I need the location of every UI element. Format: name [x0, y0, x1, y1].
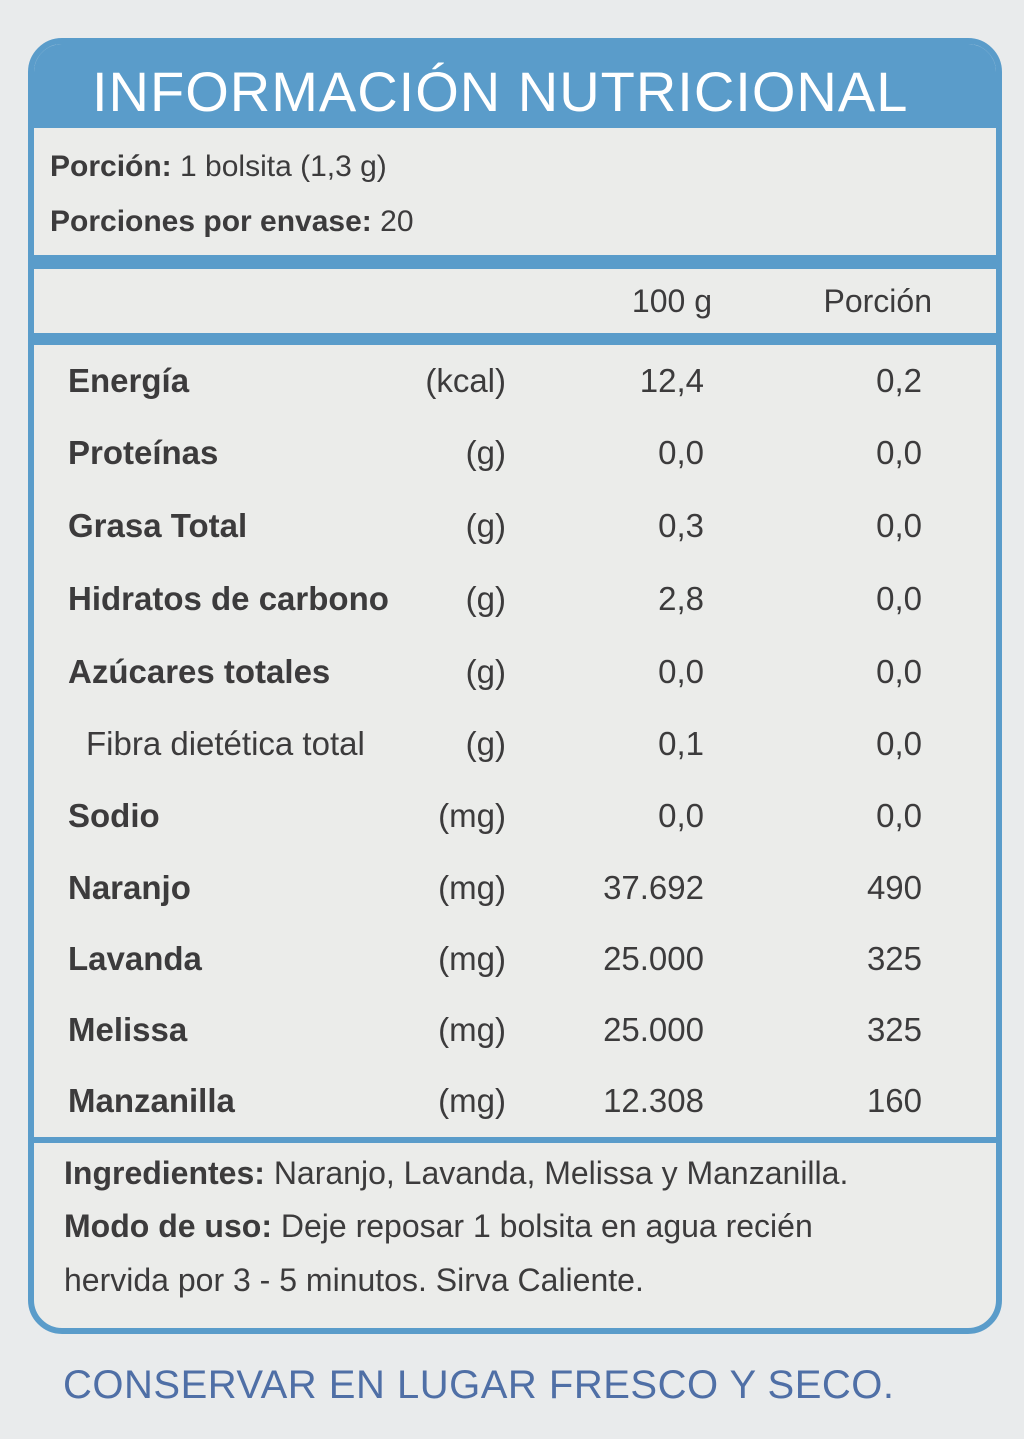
nutrient-name: Melissa	[68, 1011, 188, 1048]
nutrient-per100: 2,8	[658, 580, 704, 617]
nutrient-row-fibra: Fibra dietética total (g) 0,1 0,0	[34, 724, 996, 764]
nutrient-row-grasa-total: Grasa Total (g) 0,3 0,0	[34, 506, 996, 546]
usage-label: Modo de uso:	[64, 1208, 272, 1244]
nutrient-name: Hidratos de carbono	[68, 580, 389, 617]
nutrient-per100: 12,4	[639, 362, 704, 399]
nutrient-row-energia: Energía (kcal) 12,4 0,2	[34, 361, 996, 401]
nutrient-unit: (g)	[465, 725, 506, 762]
nutrient-row-proteinas: Proteínas (g) 0,0 0,0	[34, 433, 996, 473]
nutrient-unit: (mg)	[438, 940, 506, 977]
nutrient-unit: (mg)	[438, 1082, 506, 1119]
nutrient-row-sodio: Sodio (mg) 0,0 0,0	[34, 796, 996, 836]
nutrient-portion: 0,0	[876, 434, 922, 471]
title-bar: INFORMACIÓN NUTRICIONAL	[34, 44, 996, 128]
nutrient-portion: 490	[866, 869, 922, 906]
nutrient-unit: (mg)	[438, 1011, 506, 1048]
servings-value: 20	[380, 205, 414, 238]
nutrient-unit: (kcal)	[425, 362, 506, 399]
nutrient-per100: 0,0	[658, 653, 704, 690]
nutrient-name: Naranjo	[68, 869, 191, 906]
nutrient-unit: (mg)	[438, 797, 506, 834]
nutrient-portion: 0,0	[876, 797, 922, 834]
usage-line-2: hervida por 3 - 5 minutos. Sirva Calient…	[64, 1264, 644, 1296]
nutrient-name: Lavanda	[68, 940, 202, 977]
nutrient-name: Manzanilla	[68, 1082, 235, 1119]
nutrition-facts-panel: INFORMACIÓN NUTRICIONAL Porción: 1 bolsi…	[28, 38, 1002, 1334]
portion-label: Porción:	[50, 150, 172, 183]
nutrient-per100: 0,0	[658, 797, 704, 834]
nutrient-row-hidratos: Hidratos de carbono (g) 2,8 0,0	[34, 579, 996, 619]
divider-header	[34, 333, 996, 345]
nutrient-portion: 160	[866, 1082, 922, 1119]
nutrient-name: Grasa Total	[68, 507, 248, 544]
servings-label: Porciones por envase:	[50, 205, 372, 238]
usage-line-1: Modo de uso: Deje reposar 1 bolsita en a…	[64, 1210, 813, 1242]
nutrient-name: Sodio	[68, 797, 160, 834]
nutrient-row-manzanilla: Manzanilla (mg) 12.308 160	[34, 1081, 996, 1121]
nutrient-portion: 325	[866, 940, 922, 977]
column-header-portion: Porción	[823, 283, 933, 319]
ingredients-label: Ingredientes:	[64, 1155, 265, 1191]
servings-per-package: Porciones por envase: 20	[50, 207, 414, 237]
ingredients-line: Ingredientes: Naranjo, Lavanda, Melissa …	[64, 1157, 848, 1189]
usage-text-2: hervida por 3 - 5 minutos. Sirva Calient…	[64, 1262, 644, 1298]
nutrient-row-azucares: Azúcares totales (g) 0,0 0,0	[34, 652, 996, 692]
nutrient-row-naranjo: Naranjo (mg) 37.692 490	[34, 868, 996, 908]
nutrient-name: Proteínas	[68, 434, 219, 471]
nutrient-unit: (g)	[465, 580, 506, 617]
nutrient-row-melissa: Melissa (mg) 25.000 325	[34, 1010, 996, 1050]
nutrient-unit: (mg)	[438, 869, 506, 906]
panel-title: INFORMACIÓN NUTRICIONAL	[92, 60, 909, 123]
nutrient-per100: 25.000	[603, 1011, 704, 1048]
storage-instructions: CONSERVAR EN LUGAR FRESCO Y SECO.	[63, 1363, 895, 1407]
divider-top	[34, 255, 996, 269]
nutrient-per100: 0,1	[658, 725, 704, 762]
nutrient-portion: 0,0	[876, 507, 922, 544]
column-header-per100: 100 g	[631, 283, 712, 319]
nutrient-portion: 0,0	[876, 580, 922, 617]
nutrient-per100: 0,0	[658, 434, 704, 471]
ingredients-text: Naranjo, Lavanda, Melissa y Manzanilla.	[273, 1155, 849, 1191]
nutrient-unit: (g)	[465, 507, 506, 544]
nutrient-name: Fibra dietética total	[86, 725, 365, 762]
nutrient-unit: (g)	[465, 434, 506, 471]
nutrient-portion: 325	[866, 1011, 922, 1048]
nutrient-unit: (g)	[465, 653, 506, 690]
nutrient-name: Azúcares totales	[68, 653, 331, 690]
portion-size: Porción: 1 bolsita (1,3 g)	[50, 152, 387, 182]
nutrient-portion: 0,2	[876, 362, 922, 399]
nutrient-portion: 0,0	[876, 653, 922, 690]
nutrient-per100: 25.000	[603, 940, 704, 977]
nutrient-portion: 0,0	[876, 725, 922, 762]
nutrient-name: Energía	[68, 362, 190, 399]
nutrient-per100: 37.692	[603, 869, 704, 906]
divider-bottom	[34, 1137, 996, 1143]
nutrient-per100: 12.308	[603, 1082, 704, 1119]
usage-text-1: Deje reposar 1 bolsita en agua recién	[280, 1208, 813, 1244]
portion-value: 1 bolsita (1,3 g)	[180, 150, 387, 183]
nutrient-row-lavanda: Lavanda (mg) 25.000 325	[34, 939, 996, 979]
nutrient-per100: 0,3	[658, 507, 704, 544]
